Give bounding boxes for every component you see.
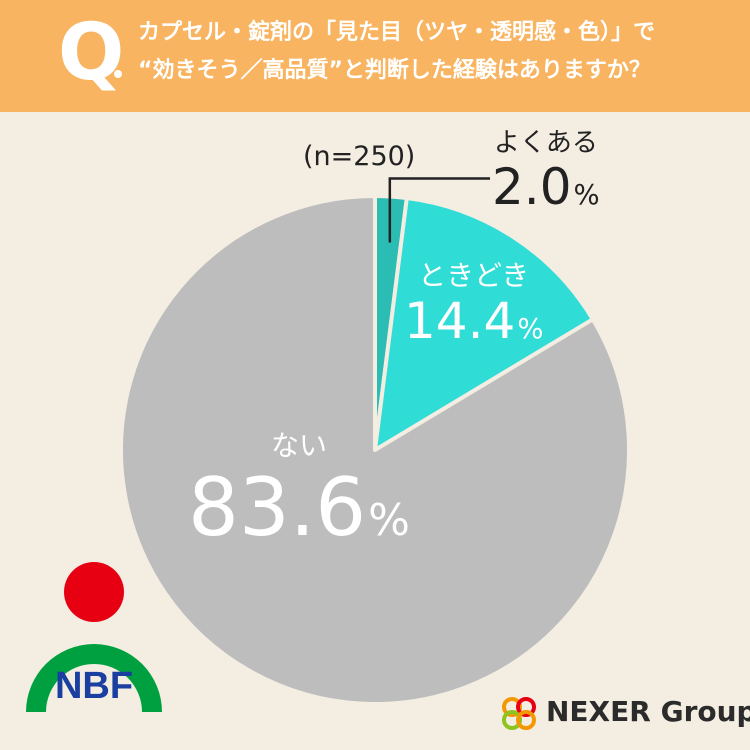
nbf-logo-sun-icon: [64, 562, 124, 622]
nbf-logo-arc-icon: [26, 644, 162, 712]
slice-name-sometimes: ときどき: [418, 259, 530, 292]
nexer-logo: NEXER Group: [498, 693, 750, 733]
slice-name-never: ない: [270, 429, 327, 462]
question-line-1: カプセル・錠剤の「見た目（ツヤ・透明感・色）」で: [138, 20, 656, 45]
slice-name-often: よくある: [493, 128, 598, 158]
slice-unit-never: %: [368, 495, 410, 546]
nbf-logo: NBF: [26, 562, 162, 712]
sample-size-label: (n=250): [303, 141, 416, 172]
slice-value-often: 2.0%: [492, 158, 600, 216]
nbf-logo-text: NBF: [55, 665, 133, 707]
slice-unit-often: %: [573, 179, 600, 211]
slice-label-never: ない 83.6%: [188, 432, 410, 548]
slice-unit-sometimes: %: [517, 313, 544, 345]
pie-slice-never: [119, 194, 631, 706]
slice-value-sometimes: 14.4%: [404, 292, 544, 350]
pie-slice-sometimes: [373, 196, 595, 452]
leader-line-often: [388, 177, 490, 243]
slice-label-often: よくある 2.0%: [492, 130, 600, 212]
question-marker: Q: [58, 8, 125, 98]
slice-value-never: 83.6%: [188, 461, 410, 554]
question-line-2: “効きそう／高品質”と判断した経験はありますか？: [138, 58, 651, 83]
slice-label-sometimes: ときどき 14.4%: [404, 259, 544, 350]
question-marker-dot: [114, 70, 122, 78]
nexer-logo-text: NEXER Group: [546, 695, 750, 728]
question-header: Q カプセル・錠剤の「見た目（ツヤ・透明感・色）」で “効きそう／高品質”と判断…: [0, 0, 750, 112]
nexer-logo-rings-icon: [502, 697, 536, 730]
